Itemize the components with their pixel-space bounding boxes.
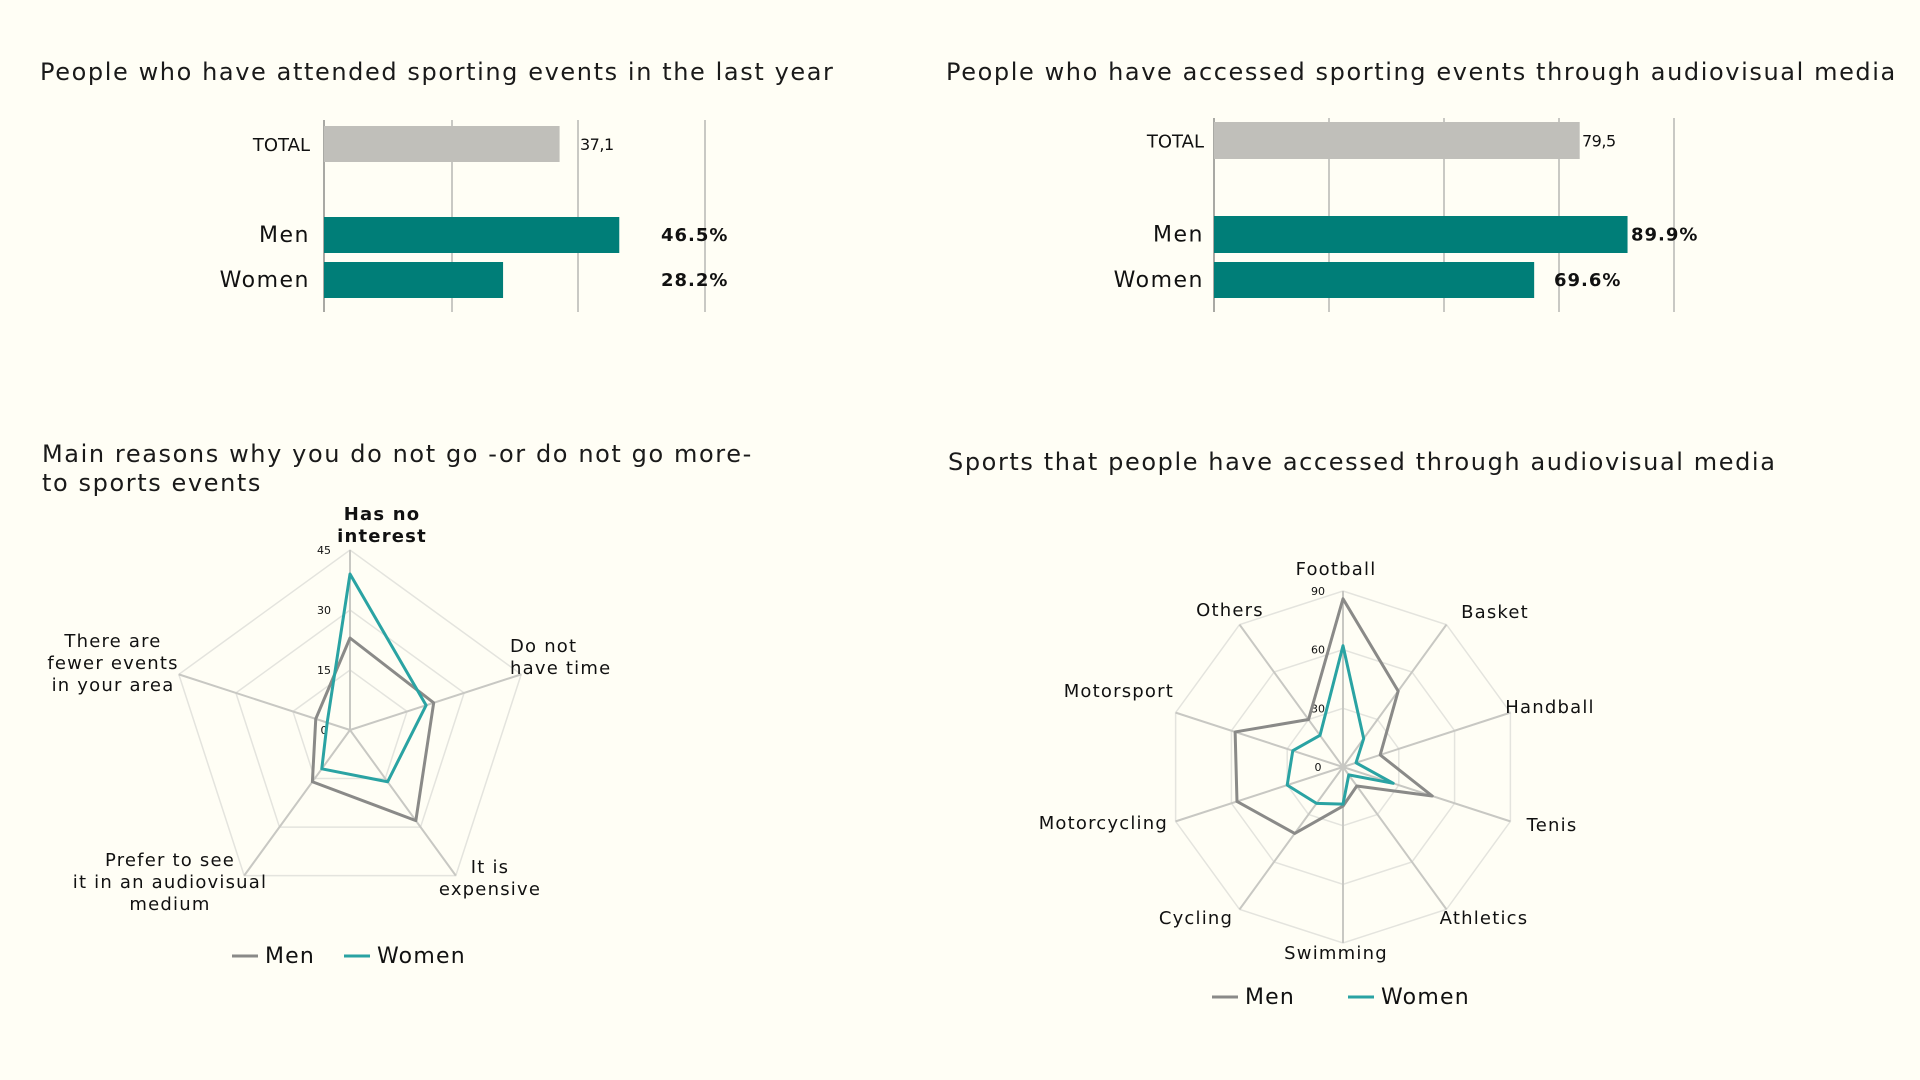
chart3-legend-label-men: Men	[265, 944, 315, 969]
chart3-axis-label: in your area	[52, 675, 175, 696]
chart1-bar-men	[324, 217, 620, 253]
chart2-value-label: 89.9%	[1631, 225, 1698, 246]
chart2-value-label: 79,5	[1582, 132, 1616, 151]
chart3-tick-label: 0	[321, 724, 328, 737]
chart4-axis-label: Basket	[1461, 602, 1529, 623]
chart3-axis-label: fewer events	[47, 653, 178, 674]
chart3-axis-label: expensive	[439, 879, 541, 900]
chart2-bar-women	[1214, 262, 1535, 298]
chart3-spoke	[349, 729, 457, 877]
chart4-spoke	[1342, 711, 1511, 768]
chart1-value-label: 28.2%	[661, 270, 728, 291]
chart2-title: People who have accessed sporting events…	[946, 58, 1897, 86]
chart4-axis-label: Cycling	[1159, 908, 1233, 929]
chart3-title: Main reasons why you do not go -or do no…	[42, 440, 753, 498]
chart3-axis-label: Prefer to see	[105, 850, 235, 871]
chart3-axis-label: There are	[63, 631, 161, 652]
chart4-tick-label: 90	[1311, 585, 1325, 598]
chart4-spoke	[1238, 624, 1344, 768]
chart3-tick-label: 15	[317, 664, 331, 677]
chart4-spoke	[1175, 766, 1344, 823]
chart3-spoke	[243, 729, 351, 877]
chart3-series-women	[320, 572, 428, 784]
chart3-axis-label: It is	[471, 857, 509, 878]
chart3-axis-label: have time	[510, 658, 611, 679]
chart1-bar-total	[324, 126, 560, 162]
chart4-series-women	[1285, 644, 1395, 806]
chart4-series-men	[1233, 597, 1434, 835]
chart3-spoke	[349, 673, 522, 731]
chart3-web-ring	[177, 549, 523, 877]
chart4-spoke	[1238, 766, 1344, 910]
chart3-tick-label: 30	[317, 604, 331, 617]
chart4-axis-label: Motorsport	[1064, 681, 1174, 702]
chart4-axis-label: Football	[1296, 559, 1377, 580]
chart4-tick-label: 60	[1311, 644, 1325, 657]
chart3-web-ring	[234, 609, 466, 828]
chart2-bar-total	[1214, 122, 1580, 159]
chart4-axis-label: Motorcycling	[1039, 813, 1168, 834]
chart2-category-label: TOTAL	[1146, 132, 1204, 153]
chart4-legend-label-women: Women	[1381, 985, 1470, 1010]
chart1-value-label: 37,1	[580, 135, 614, 154]
chart3-title-line1: Main reasons why you do not go -or do no…	[42, 440, 753, 468]
chart1-bar-women	[324, 262, 504, 298]
chart4-spoke	[1342, 624, 1448, 768]
chart4-title: Sports that people have accessed through…	[948, 448, 1777, 476]
chart4-legend-label-men: Men	[1245, 985, 1295, 1010]
chart3-axis-label: it in an audiovisual	[73, 872, 267, 893]
chart3-axis-label: interest	[337, 526, 427, 547]
chart4-axis-label: Swimming	[1284, 943, 1388, 964]
chart4-spoke	[1342, 766, 1448, 910]
chart1-title: People who have attended sporting events…	[40, 58, 835, 86]
chart4-tick-label: 30	[1311, 702, 1325, 715]
chart3-legend-label-women: Women	[377, 944, 466, 969]
chart4-spoke	[1175, 711, 1344, 768]
chart3-axis-label: Has no	[344, 504, 421, 525]
chart1-category-label: TOTAL	[252, 135, 310, 156]
chart3-tick-label: 45	[317, 544, 331, 557]
chart3-spoke	[178, 673, 351, 731]
chart3-axis-label: medium	[129, 894, 210, 915]
chart3-web-ring	[292, 669, 408, 780]
chart4-tick-label: 0	[1315, 761, 1322, 774]
chart1-value-label: 46.5%	[661, 225, 728, 246]
chart4-axis-label: Tenis	[1526, 815, 1578, 836]
chart2-category-label: Men	[1153, 223, 1204, 248]
chart4-axis-label: Handball	[1505, 697, 1594, 718]
chart3-title-line2: to sports events	[42, 469, 263, 497]
chart2-bar-men	[1214, 216, 1628, 253]
chart4-axis-label: Athletics	[1440, 908, 1529, 929]
chart2-value-label: 69.6%	[1554, 270, 1621, 291]
chart2-category-label: Women	[1114, 268, 1204, 293]
chart1-category-label: Men	[259, 223, 310, 248]
chart1-category-label: Women	[220, 268, 310, 293]
chart4-axis-label: Others	[1196, 600, 1264, 621]
chart3-axis-label: Do not	[510, 636, 577, 657]
